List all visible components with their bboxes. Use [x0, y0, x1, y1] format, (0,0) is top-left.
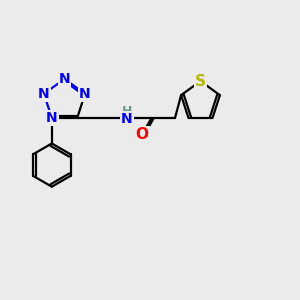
Text: O: O — [135, 128, 148, 142]
Text: N: N — [46, 111, 58, 125]
Text: N: N — [79, 87, 91, 101]
Text: N: N — [121, 112, 133, 127]
Text: N: N — [59, 72, 70, 86]
Text: N: N — [38, 87, 50, 101]
Text: S: S — [195, 74, 206, 88]
Text: H: H — [122, 105, 132, 118]
